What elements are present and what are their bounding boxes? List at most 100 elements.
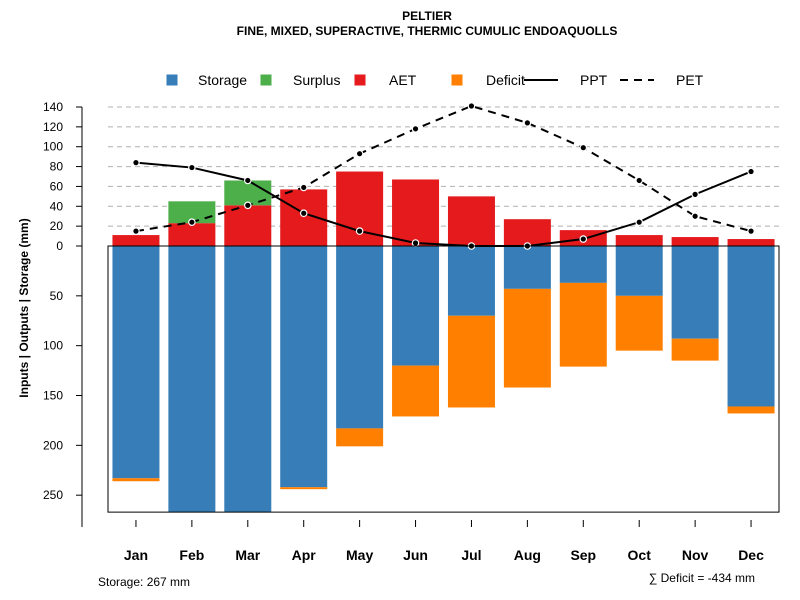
y-tick-label: 60 xyxy=(50,179,64,193)
legend-swatch-storage xyxy=(166,74,178,86)
point-ppt-oct xyxy=(635,218,644,226)
bar-deficit-may xyxy=(336,428,384,447)
x-tick-label-jun: Jun xyxy=(403,547,428,563)
x-tick-label-apr: Apr xyxy=(292,547,317,563)
legend-swatch-aet xyxy=(354,74,366,86)
point-pet-oct xyxy=(635,176,644,185)
point-ppt-jun xyxy=(411,239,420,247)
bar-aet-dec xyxy=(727,239,775,246)
bar-storage-nov xyxy=(671,246,719,339)
point-ppt-feb xyxy=(188,163,196,172)
y-tick-label: 100 xyxy=(43,339,63,353)
bar-surplus-feb xyxy=(168,201,216,224)
bar-storage-sep xyxy=(559,246,607,283)
bar-deficit-nov xyxy=(671,338,719,361)
point-pet-feb xyxy=(188,218,196,226)
point-ppt-apr xyxy=(299,209,308,218)
bar-storage-mar xyxy=(224,246,272,513)
bar-storage-oct xyxy=(615,246,663,296)
x-tick-label-nov: Nov xyxy=(682,547,709,563)
legend-label-ppt: PPT xyxy=(580,72,608,88)
x-tick-label-mar: Mar xyxy=(235,547,260,563)
gridlines xyxy=(108,106,779,227)
point-pet-aug xyxy=(523,119,532,127)
y-tick-label: 40 xyxy=(50,199,64,213)
bar-deficit-sep xyxy=(559,282,607,367)
bar-aet-jan xyxy=(112,235,160,246)
point-pet-jun xyxy=(411,125,420,133)
legend-swatch-surplus xyxy=(260,74,272,86)
y-tick-label: 0 xyxy=(56,239,63,253)
bar-deficit-aug xyxy=(503,288,551,388)
footer-deficit: ∑ Deficit = -434 mm xyxy=(649,571,755,585)
bar-storage-dec xyxy=(727,246,775,407)
line-ppt xyxy=(135,161,752,247)
point-pet-jan xyxy=(132,227,140,235)
y-tick-label: 200 xyxy=(43,438,63,452)
point-ppt-mar xyxy=(243,176,252,185)
y-tick-label: 120 xyxy=(43,120,63,134)
point-ppt-nov xyxy=(691,190,699,199)
bar-aet-nov xyxy=(671,237,719,246)
legend-label-aet: AET xyxy=(389,72,417,88)
y-tick-label: 80 xyxy=(50,160,64,174)
point-ppt-sep xyxy=(579,235,588,243)
chart-title: PELTIER xyxy=(402,9,452,23)
x-tick-label-jan: Jan xyxy=(124,547,148,563)
y-tick-label: 150 xyxy=(43,389,63,403)
legend-label-storage: Storage xyxy=(198,72,247,88)
point-pet-sep xyxy=(579,143,588,152)
bar-storage-jan xyxy=(112,246,160,479)
y-tick-label: 20 xyxy=(50,219,64,233)
x-tick-label-oct: Oct xyxy=(628,547,652,563)
bar-deficit-jul xyxy=(447,315,495,408)
bar-storage-jul xyxy=(447,246,495,316)
bar-aet-jun xyxy=(392,179,440,246)
bar-storage-aug xyxy=(503,246,551,289)
x-tick-label-aug: Aug xyxy=(514,547,541,563)
bar-deficit-jan xyxy=(112,478,160,482)
y-tick-label: 250 xyxy=(43,488,63,502)
y-tick-label: 100 xyxy=(43,140,63,154)
bar-aet-mar xyxy=(224,205,272,246)
y-axis-label: Inputs | Outputs | Storage (mm) xyxy=(17,218,31,397)
point-ppt-jan xyxy=(132,158,140,167)
x-tick-label-may: May xyxy=(346,547,373,563)
bar-storage-feb xyxy=(168,246,216,513)
point-pet-nov xyxy=(691,212,699,221)
bar-deficit-apr xyxy=(280,487,328,490)
bar-deficit-jun xyxy=(392,365,440,417)
x-tick-label-dec: Dec xyxy=(738,547,764,563)
chart-subtitle: FINE, MIXED, SUPERACTIVE, THERMIC CUMULI… xyxy=(237,24,618,38)
legend-label-deficit: Deficit xyxy=(486,72,525,88)
bar-aet-oct xyxy=(615,235,663,246)
point-pet-mar xyxy=(243,201,252,210)
point-ppt-dec xyxy=(747,167,755,176)
bar-storage-apr xyxy=(280,246,328,488)
bar-deficit-dec xyxy=(727,406,775,414)
x-tick-label-sep: Sep xyxy=(570,547,596,563)
bar-storage-may xyxy=(336,246,384,429)
y-tick-label: 140 xyxy=(43,100,63,114)
point-pet-apr xyxy=(299,183,308,192)
point-pet-dec xyxy=(747,227,755,235)
point-pet-jul xyxy=(467,102,476,110)
legend-swatch-deficit xyxy=(451,74,463,86)
legend-label-surplus: Surplus xyxy=(293,72,340,88)
legend-label-pet: PET xyxy=(676,72,704,88)
x-tick-label-feb: Feb xyxy=(179,547,204,563)
bar-storage-jun xyxy=(392,246,440,366)
series-lines xyxy=(132,102,755,250)
axes: 0 20 40 60 80 100 120 140 50 100 150 200 250 Jan Feb Ma… xyxy=(43,100,780,563)
bar-aet-feb xyxy=(168,223,216,246)
line-pet xyxy=(135,104,752,233)
x-tick-label-jul: Jul xyxy=(461,547,481,563)
point-ppt-may xyxy=(355,227,364,235)
footer-storage: Storage: 267 mm xyxy=(98,575,190,589)
bar-aet-jul xyxy=(447,196,495,246)
bar-aet-aug xyxy=(503,219,551,246)
y-tick-label: 50 xyxy=(50,289,64,303)
point-pet-may xyxy=(355,149,364,158)
bar-deficit-oct xyxy=(615,295,663,351)
